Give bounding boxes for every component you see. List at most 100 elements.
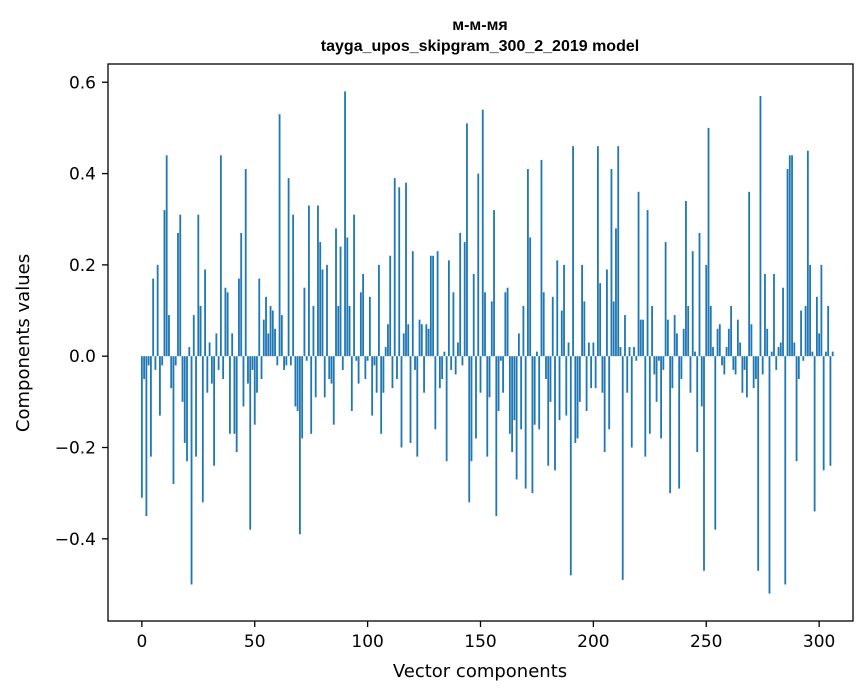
bar (407, 324, 410, 357)
bar (648, 356, 651, 434)
bar (511, 356, 514, 453)
bar (802, 356, 805, 361)
y-tick-label: 0.2 (69, 256, 96, 276)
bar (398, 187, 401, 357)
bar (504, 292, 507, 357)
bar (210, 356, 213, 384)
y-tick-label: 0.0 (69, 347, 96, 367)
bar (332, 356, 335, 425)
bar (757, 356, 760, 571)
bar (705, 264, 708, 357)
bar (326, 264, 328, 357)
bar (560, 310, 563, 357)
bar (820, 264, 823, 357)
bar (545, 356, 547, 380)
bar (258, 278, 261, 357)
bar (795, 356, 798, 462)
bar (657, 356, 660, 361)
bar (271, 310, 274, 357)
bar (515, 356, 518, 480)
bar (730, 305, 732, 357)
bar (574, 356, 577, 443)
chart-subtitle: tayga_upos_skipgram_300_2_2019 model (321, 38, 639, 55)
bar (779, 342, 782, 357)
bar (806, 150, 809, 357)
bar (262, 319, 265, 357)
bar (310, 356, 313, 434)
bar (283, 356, 285, 370)
y-tick-label: −0.4 (55, 530, 96, 550)
bar (533, 356, 536, 425)
bar (425, 324, 428, 357)
bar (328, 356, 331, 380)
bar (457, 342, 459, 357)
bar (664, 242, 667, 357)
bar (639, 319, 642, 357)
bar (707, 127, 710, 357)
bar (156, 264, 159, 357)
bar (389, 255, 392, 357)
bar (770, 351, 773, 357)
bar (452, 292, 455, 357)
bar (804, 305, 807, 357)
bar (231, 333, 234, 357)
bar (596, 146, 599, 357)
bar (782, 287, 784, 357)
bar (341, 356, 344, 370)
y-tick-label: 0.6 (69, 73, 96, 93)
bar (608, 356, 611, 430)
bar (773, 274, 775, 357)
bar (177, 232, 179, 357)
bar (531, 356, 534, 494)
bar (497, 356, 500, 411)
bar (815, 296, 818, 357)
bar (714, 356, 717, 530)
y-axis-ticks: −0.4 −0.2 0.0 0.2 0.4 0.6 (55, 73, 108, 550)
bar (791, 155, 793, 357)
bar (700, 356, 703, 407)
bar (312, 305, 315, 357)
bar (646, 210, 649, 357)
bar (540, 159, 543, 357)
bar (199, 305, 202, 357)
bar (170, 356, 173, 389)
bar (502, 356, 504, 393)
bar (831, 351, 834, 357)
bar (414, 356, 416, 370)
bar (522, 305, 525, 357)
bar (524, 356, 527, 489)
plot-frame (107, 63, 854, 622)
bar (513, 356, 516, 421)
bar (572, 146, 574, 357)
bar (443, 351, 446, 357)
bar (761, 356, 764, 375)
bar (229, 356, 231, 434)
bar (213, 356, 216, 466)
bar (197, 214, 200, 357)
bar (506, 287, 509, 357)
bar (344, 91, 346, 357)
bar (368, 296, 371, 357)
x-tick-label: 50 (244, 632, 266, 652)
bar (718, 324, 721, 357)
bar (459, 232, 462, 357)
bar (190, 356, 193, 585)
bar (215, 333, 218, 357)
bar (364, 356, 367, 380)
bar (698, 232, 701, 357)
bar (637, 191, 640, 357)
bar (786, 169, 789, 357)
bar (621, 356, 624, 580)
bar (475, 356, 477, 439)
bar (233, 356, 236, 434)
bar (208, 342, 211, 357)
bars-group (140, 91, 834, 594)
bar (725, 347, 728, 357)
bar (477, 173, 480, 357)
bar (536, 351, 538, 357)
bar (680, 356, 683, 380)
bar (317, 205, 319, 357)
bar (800, 310, 802, 357)
bar (583, 301, 586, 357)
bar (195, 356, 197, 457)
